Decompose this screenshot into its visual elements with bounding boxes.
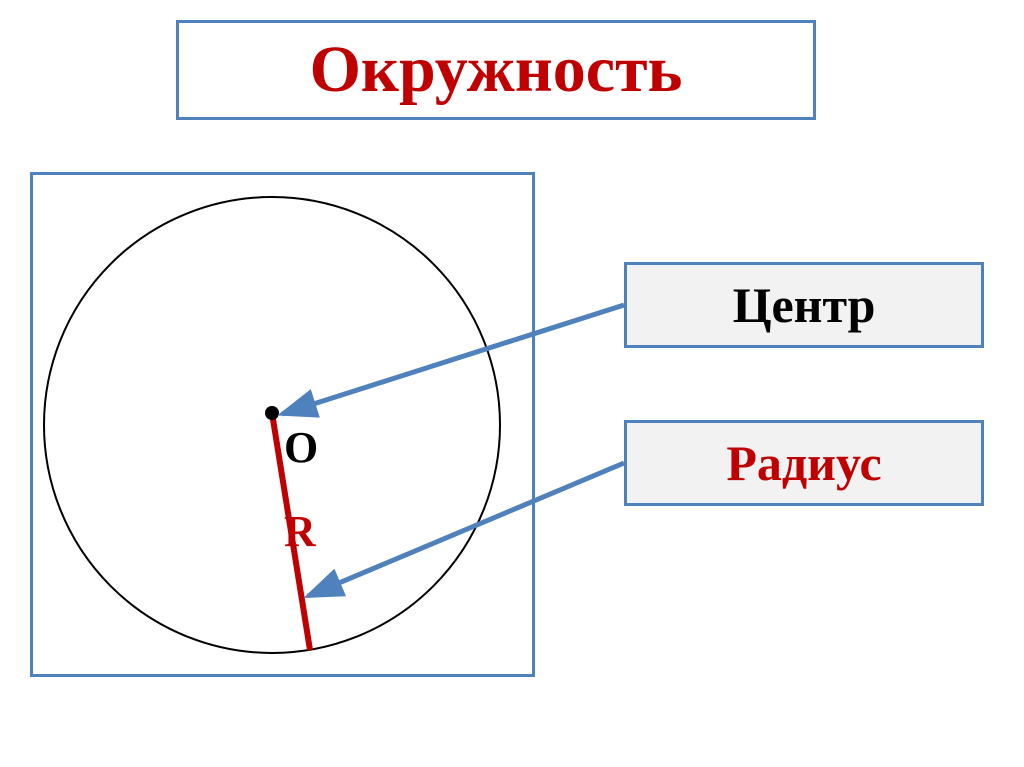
label-O: O (284, 423, 318, 472)
radius-label-text: Радиус (726, 434, 881, 492)
label-R: R (284, 507, 316, 556)
radius-symbol-label: R (280, 510, 320, 554)
title-box: Окружность (176, 20, 816, 120)
diagram-box (30, 172, 535, 677)
center-label-box: Центр (624, 262, 984, 348)
center-point-label: O (280, 426, 322, 470)
radius-label-box: Радиус (624, 420, 984, 506)
title-text: Окружность (310, 32, 683, 108)
center-label-text: Центр (733, 276, 876, 334)
